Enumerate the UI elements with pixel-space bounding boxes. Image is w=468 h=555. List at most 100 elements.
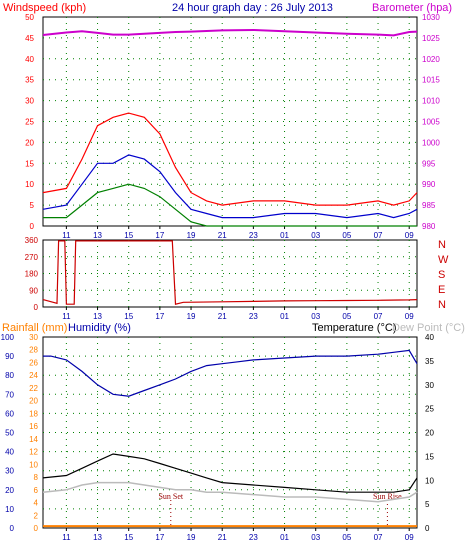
humidity-tick-label: 20 [5, 486, 14, 495]
rainfall-tick-label: 0 [34, 524, 39, 533]
temperature-tick-label: 5 [425, 500, 430, 509]
rainfall-tick-label: 20 [29, 397, 38, 406]
rainfall-tick-label: 14 [29, 435, 38, 444]
compass-label: E [438, 284, 445, 296]
compass-label: N [438, 299, 446, 311]
direction-x-tick-label: 19 [187, 312, 196, 321]
direction-x-tick-label: 13 [93, 312, 102, 321]
temperature-tick-label: 10 [425, 476, 434, 485]
humidity-x-tick-label: 11 [62, 533, 71, 542]
temperature-axis-title: Temperature (°C) [312, 322, 396, 334]
rainfall-tick-label: 18 [29, 409, 38, 418]
windspeed-tick-label: 35 [25, 76, 34, 85]
wind-x-tick-label: 19 [187, 231, 196, 240]
compass-label: N [438, 239, 446, 251]
humidity-tick-label: 100 [1, 333, 15, 342]
barometer-tick-label: 1025 [422, 34, 440, 43]
humidity-tick-label: 60 [5, 409, 14, 418]
compass-label: W [438, 254, 449, 266]
humidity-x-tick-label: 17 [155, 533, 164, 542]
windspeed-tick-label: 40 [25, 55, 34, 64]
direction-x-tick-label: 11 [62, 312, 71, 321]
direction-x-tick-label: 23 [249, 312, 258, 321]
windspeed-tick-label: 15 [25, 159, 34, 168]
humidity-x-tick-label: 15 [124, 533, 133, 542]
barometer-tick-label: 985 [422, 201, 436, 210]
barometer-tick-label: 1020 [422, 55, 440, 64]
direction-series-line [42, 240, 418, 305]
rainfall-tick-label: 6 [34, 486, 39, 495]
wind-x-tick-label: 21 [218, 231, 227, 240]
barometer-tick-label: 980 [422, 222, 436, 231]
rainfall-tick-label: 16 [29, 422, 38, 431]
humidity-x-tick-label: 23 [249, 533, 258, 542]
humidity-x-tick-label: 13 [93, 533, 102, 542]
humidity-x-tick-label: 19 [187, 533, 196, 542]
barometer-tick-label: 995 [422, 159, 436, 168]
temperature-tick-label: 35 [425, 357, 434, 366]
barometer-tick-label: 1000 [422, 138, 440, 147]
rainfall-tick-label: 2 [34, 511, 39, 520]
temperature-series-line [42, 453, 418, 493]
direction-x-tick-label: 21 [218, 312, 227, 321]
temperature-tick-label: 25 [425, 405, 434, 414]
wind-x-tick-label: 13 [93, 231, 102, 240]
direction-tick-label: 360 [25, 236, 39, 245]
windspeed-tick-label: 0 [30, 222, 35, 231]
temperature-tick-label: 40 [425, 333, 434, 342]
wind-x-tick-label: 15 [124, 231, 133, 240]
humidity-x-tick-label: 05 [342, 533, 351, 542]
barometer-tick-label: 1030 [422, 13, 440, 22]
low-wind-series-line [43, 183, 417, 227]
windspeed-tick-label: 30 [25, 97, 34, 106]
rainfall-tick-label: 24 [29, 371, 38, 380]
temperature-tick-label: 20 [425, 429, 434, 438]
rainfall-tick-label: 4 [34, 499, 39, 508]
humidity-axis-title: Humidity (%) [68, 322, 131, 334]
windspeed-tick-label: 10 [25, 180, 34, 189]
windspeed-tick-label: 50 [25, 13, 34, 22]
barometer-axis-title: Barometer (hpa) [372, 2, 452, 14]
windspeed-tick-label: 20 [25, 138, 34, 147]
barometer-tick-label: 990 [422, 180, 436, 189]
barometer-tick-label: 1015 [422, 76, 440, 85]
wind-x-tick-label: 07 [374, 231, 383, 240]
direction-tick-label: 180 [25, 270, 39, 279]
wind-x-tick-label: 05 [342, 231, 351, 240]
direction-x-tick-label: 15 [124, 312, 133, 321]
gust-series-line [42, 112, 418, 206]
rainfall-tick-label: 26 [29, 358, 38, 367]
humidity-tick-label: 80 [5, 371, 14, 380]
rainfall-tick-label: 8 [34, 473, 39, 482]
graph-title: 24 hour graph day : 26 July 2013 [172, 2, 333, 14]
sun-event-label: Sun Set [158, 492, 183, 501]
direction-x-tick-label: 03 [311, 312, 320, 321]
rainfall-tick-label: 12 [29, 448, 38, 457]
wind-x-tick-label: 09 [405, 231, 414, 240]
wind-x-tick-label: 03 [311, 231, 320, 240]
humidity-x-tick-label: 07 [374, 533, 383, 542]
temperature-tick-label: 30 [425, 381, 434, 390]
humidity-x-tick-label: 03 [311, 533, 320, 542]
direction-tick-label: 270 [25, 253, 39, 262]
humidity-x-tick-label: 09 [405, 533, 414, 542]
sun-event-label: Sun Rise [373, 492, 402, 501]
humidity-tick-label: 0 [10, 524, 15, 533]
humidity-x-tick-label: 01 [280, 533, 289, 542]
humidity-tick-label: 30 [5, 467, 14, 476]
average-wind-series-line [42, 154, 418, 219]
humidity-tick-label: 90 [5, 352, 14, 361]
direction-x-tick-label: 07 [374, 312, 383, 321]
humidity-tick-label: 50 [5, 429, 14, 438]
direction-x-tick-label: 01 [280, 312, 289, 321]
rainfall-axis-title: Rainfall (mm) [2, 322, 67, 334]
barometer-series-line [42, 28, 418, 37]
direction-x-tick-label: 09 [405, 312, 414, 321]
windspeed-tick-label: 5 [30, 201, 35, 210]
humidity-tick-label: 10 [5, 505, 14, 514]
windspeed-tick-label: 25 [25, 118, 34, 127]
compass-label: S [438, 269, 445, 281]
humidity-x-tick-label: 21 [218, 533, 227, 542]
